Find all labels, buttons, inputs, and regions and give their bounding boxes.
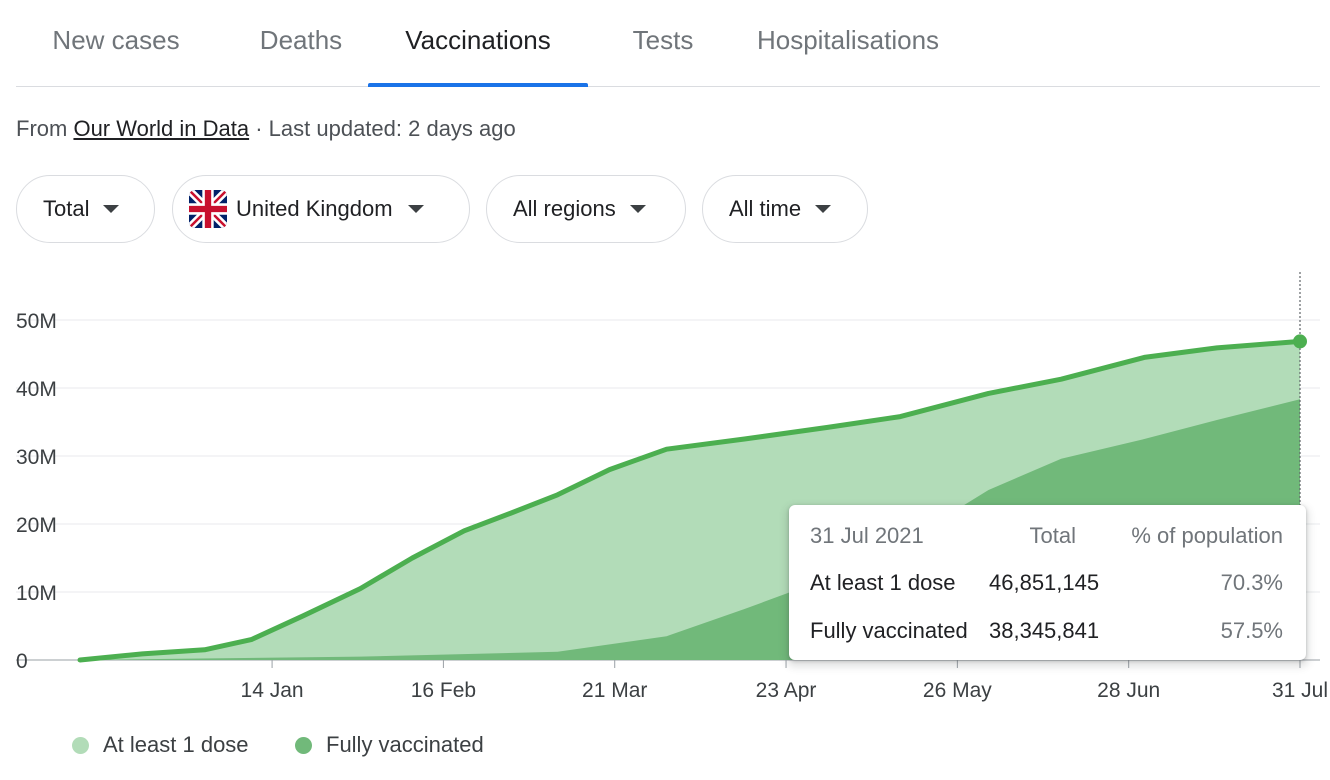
tooltip-row-pct: 57.5% [1220,618,1283,643]
x-tick-label: 23 Apr [756,679,817,702]
tab-bar: New cases Deaths Vaccinations Tests Hosp… [16,0,1320,87]
uk-flag-icon [189,190,227,228]
legend-item-first-dose[interactable]: At least 1 dose [72,732,249,758]
tab-new-cases[interactable]: New cases [52,24,180,55]
tooltip-row-label: Fully vaccinated [810,618,968,643]
x-tick-label: 28 Jun [1097,679,1160,702]
tooltip-row-total: 38,345,841 [989,618,1100,643]
chart-tooltip: 31 Jul 2021 Total % of population At lea… [789,505,1306,660]
range-label: All time [729,196,802,221]
y-tick-label: 50M [16,310,57,333]
x-tick-label: 26 May [923,679,992,702]
x-tick-label: 16 Feb [411,679,476,702]
tooltip-row-label: At least 1 dose [810,570,956,595]
chevron-down-icon [629,205,646,213]
chevron-down-icon [815,205,832,213]
last-updated: · Last updated: 2 days ago [255,116,516,141]
metric-label: Total [43,196,90,221]
tooltip-row-total: 46,851,145 [989,570,1100,595]
tooltip-date: 31 Jul 2021 [810,523,924,548]
x-tick-label: 21 Mar [582,679,647,702]
region-dropdown[interactable]: All regions [486,175,686,243]
legend-item-fully-vaccinated[interactable]: Fully vaccinated [295,732,484,758]
legend-label: Fully vaccinated [326,732,484,757]
legend-swatch [295,736,312,754]
range-dropdown[interactable]: All time [702,175,868,243]
tooltip-total-header: Total [1029,523,1076,548]
metric-dropdown[interactable]: Total [16,175,155,243]
location-label: United Kingdom [236,196,393,221]
y-tick-label: 0 [16,650,28,673]
hover-point [1293,334,1307,349]
source-line: From Our World in Data · Last updated: 2… [16,116,516,142]
chevron-down-icon [103,205,120,213]
tab-deaths[interactable]: Deaths [259,24,343,55]
tab-hospitalisations[interactable]: Hospitalisations [756,24,940,55]
tooltip-pct-header: % of population [1131,523,1283,548]
y-tick-label: 20M [16,514,57,537]
tab-tests[interactable]: Tests [632,24,694,55]
y-tick-label: 40M [16,378,57,401]
location-dropdown[interactable]: United Kingdom [172,175,470,243]
legend-label: At least 1 dose [103,732,249,757]
x-tick-label: 14 Jan [241,679,304,702]
chevron-down-icon [407,205,424,213]
y-tick-label: 30M [16,446,57,469]
region-label: All regions [513,196,616,221]
series-line-at-least-1-dose [77,338,1303,663]
source-prefix: From [16,116,68,141]
source-link[interactable]: Our World in Data [73,116,250,141]
tab-vaccinations[interactable]: Vaccinations [368,0,588,87]
tooltip-row-pct: 70.3% [1220,570,1283,595]
x-tick-label: 31 Jul [1272,679,1328,702]
legend-swatch [72,736,89,754]
y-tick-label: 10M [16,582,57,605]
